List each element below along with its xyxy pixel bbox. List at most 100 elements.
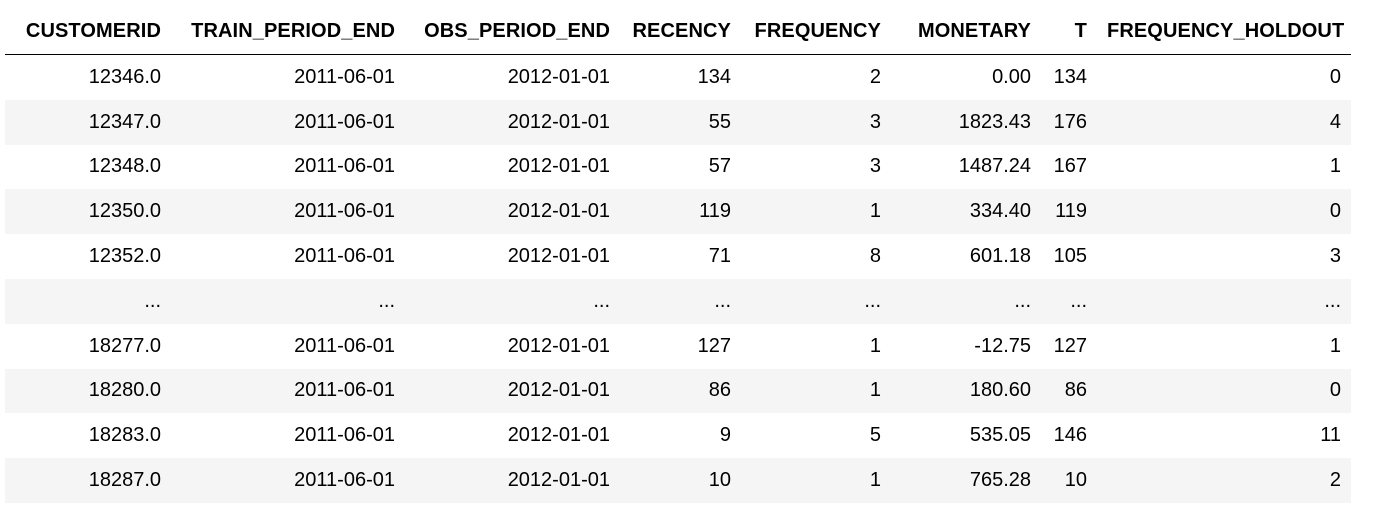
table-row: 18280.0 2011-06-01 2012-01-01 86 1 180.60 86 0 (5, 368, 1351, 414)
cell-customerid: 12346.0 (88, 65, 161, 88)
cell-train-period-end: 2011-06-01 (294, 469, 395, 492)
table-row: 12350.0 2011-06-01 2012-01-01 119 1 334.40 119… (5, 189, 1351, 235)
column-header-recency: RECENCY (620, 8, 741, 55)
cell-monetary: -12.75 (974, 334, 1031, 357)
cell-t: 176 (1053, 110, 1087, 133)
cell-frequency: 3 (869, 155, 881, 178)
cell-recency: 10 (708, 469, 731, 492)
table-row: 12348.0 2011-06-01 2012-01-01 57 3 1487.24 167… (5, 144, 1351, 190)
cell-t: 167 (1053, 155, 1087, 178)
cell-monetary: 601.18 (969, 245, 1031, 268)
cell-frequency-holdout: 11 (1320, 424, 1341, 447)
cell-monetary: 334.40 (969, 200, 1031, 223)
column-header-frequency: FREQUENCY (741, 8, 891, 55)
cell-customerid: 12348.0 (88, 155, 161, 178)
cell-frequency-holdout: 2 (1329, 469, 1341, 492)
cell-t: 134 (1053, 65, 1087, 88)
cell-t: 146 (1053, 424, 1087, 447)
cell-recency: 134 (697, 65, 731, 88)
cell-obs-period-end: 2012-01-01 (507, 110, 610, 133)
column-header-monetary: MONETARY (891, 8, 1041, 55)
table-header: CUSTOMERID TRAIN_PERIOD_END OBS_PERIOD_E… (5, 8, 1351, 55)
cell-recency: 86 (708, 379, 731, 402)
cell-obs-period-end: ... (593, 289, 610, 312)
cell-monetary: ... (1014, 289, 1031, 312)
cell-t: ... (1070, 289, 1087, 312)
cell-customerid: 12352.0 (88, 245, 161, 268)
cell-train-period-end: 2011-06-01 (294, 424, 395, 447)
cell-frequency: 1 (869, 469, 881, 492)
cell-customerid: 12347.0 (88, 110, 161, 133)
table-row: 12347.0 2011-06-01 2012-01-01 55 3 1823.43 176… (5, 99, 1351, 145)
table-row: ........................ (5, 278, 1351, 324)
cell-frequency-holdout: 1 (1329, 334, 1341, 357)
cell-train-period-end: 2011-06-01 (294, 334, 395, 357)
cell-obs-period-end: 2012-01-01 (507, 65, 610, 88)
cell-monetary: 535.05 (969, 424, 1031, 447)
cell-t: 119 (1055, 200, 1087, 223)
cell-t: 127 (1053, 334, 1087, 357)
cell-t: 10 (1064, 469, 1087, 492)
cell-t: 105 (1053, 245, 1087, 268)
cell-monetary: 0.00 (992, 65, 1031, 88)
cell-monetary: 765.28 (969, 469, 1031, 492)
cell-frequency: 2 (869, 65, 881, 88)
cell-frequency-holdout: 0 (1329, 200, 1341, 223)
cell-recency: 9 (719, 424, 731, 447)
column-header-customerid: CUSTOMERID (5, 8, 171, 55)
cell-frequency: 5 (869, 424, 881, 447)
cell-monetary: 180.60 (969, 379, 1031, 402)
cell-train-period-end: 2011-06-01 (294, 155, 395, 178)
cell-frequency-holdout: 0 (1329, 65, 1341, 88)
cell-frequency: 3 (869, 110, 881, 133)
cell-obs-period-end: 2012-01-01 (507, 379, 610, 402)
cell-customerid: 12350.0 (88, 200, 161, 223)
cell-frequency: 1 (869, 200, 881, 223)
cell-monetary: 1823.43 (958, 110, 1031, 133)
table-row: 18277.0 2011-06-01 2012-01-01 127 1 -12.75 127… (5, 323, 1351, 369)
cell-recency: 127 (697, 334, 731, 357)
cell-frequency: ... (864, 289, 881, 312)
table-body: 12346.0 2011-06-01 2012-01-01 134 2 0.00 134 0 1… (5, 54, 1351, 503)
cell-train-period-end: 2011-06-01 (294, 65, 395, 88)
cell-customerid: 18283.0 (88, 424, 161, 447)
cell-frequency-holdout: 4 (1329, 110, 1341, 133)
cell-monetary: 1487.24 (958, 155, 1031, 178)
cell-frequency-holdout: ... (1324, 289, 1341, 312)
column-header-frequency-holdout: FREQUENCY_HOLDOUT (1097, 8, 1351, 55)
cell-train-period-end: ... (378, 289, 395, 312)
cell-frequency-holdout: 0 (1329, 379, 1341, 402)
cell-train-period-end: 2011-06-01 (294, 200, 395, 223)
cell-obs-period-end: 2012-01-01 (507, 245, 610, 268)
cell-frequency-holdout: 1 (1329, 155, 1341, 178)
column-header-obs-period-end: OBS_PERIOD_END (405, 8, 620, 55)
cell-t: 86 (1064, 379, 1087, 402)
cell-train-period-end: 2011-06-01 (294, 379, 395, 402)
table-row: 12352.0 2011-06-01 2012-01-01 71 8 601.18 105 3 (5, 234, 1351, 279)
column-header-t: T (1041, 8, 1097, 55)
column-header-train-period-end: TRAIN_PERIOD_END (171, 8, 405, 55)
table-row: 12346.0 2011-06-01 2012-01-01 134 2 0.00 134 0 (5, 54, 1351, 100)
cell-customerid: 18287.0 (88, 469, 161, 492)
cell-train-period-end: 2011-06-01 (294, 245, 395, 268)
cell-recency: 119 (699, 200, 731, 223)
table-row: 18283.0 2011-06-01 2012-01-01 9 5 535.05 146 11 (5, 413, 1351, 459)
dataframe-table: CUSTOMERID TRAIN_PERIOD_END OBS_PERIOD_E… (5, 8, 1351, 503)
cell-train-period-end: 2011-06-01 (294, 110, 395, 133)
cell-obs-period-end: 2012-01-01 (507, 155, 610, 178)
cell-frequency: 1 (869, 379, 881, 402)
header-row: CUSTOMERID TRAIN_PERIOD_END OBS_PERIOD_E… (5, 8, 1351, 55)
table-row: 18287.0 2011-06-01 2012-01-01 10 1 765.28 10 2 (5, 458, 1351, 503)
cell-frequency: 1 (869, 334, 881, 357)
cell-frequency-holdout: 3 (1329, 245, 1341, 268)
cell-obs-period-end: 2012-01-01 (507, 334, 610, 357)
cell-obs-period-end: 2012-01-01 (507, 424, 610, 447)
cell-frequency: 8 (869, 245, 881, 268)
cell-recency: 55 (708, 110, 731, 133)
cell-recency: 57 (708, 155, 731, 178)
cell-recency: ... (714, 289, 731, 312)
cell-obs-period-end: 2012-01-01 (507, 200, 610, 223)
cell-customerid: 18280.0 (88, 379, 161, 402)
cell-customerid: 18277.0 (88, 334, 161, 357)
